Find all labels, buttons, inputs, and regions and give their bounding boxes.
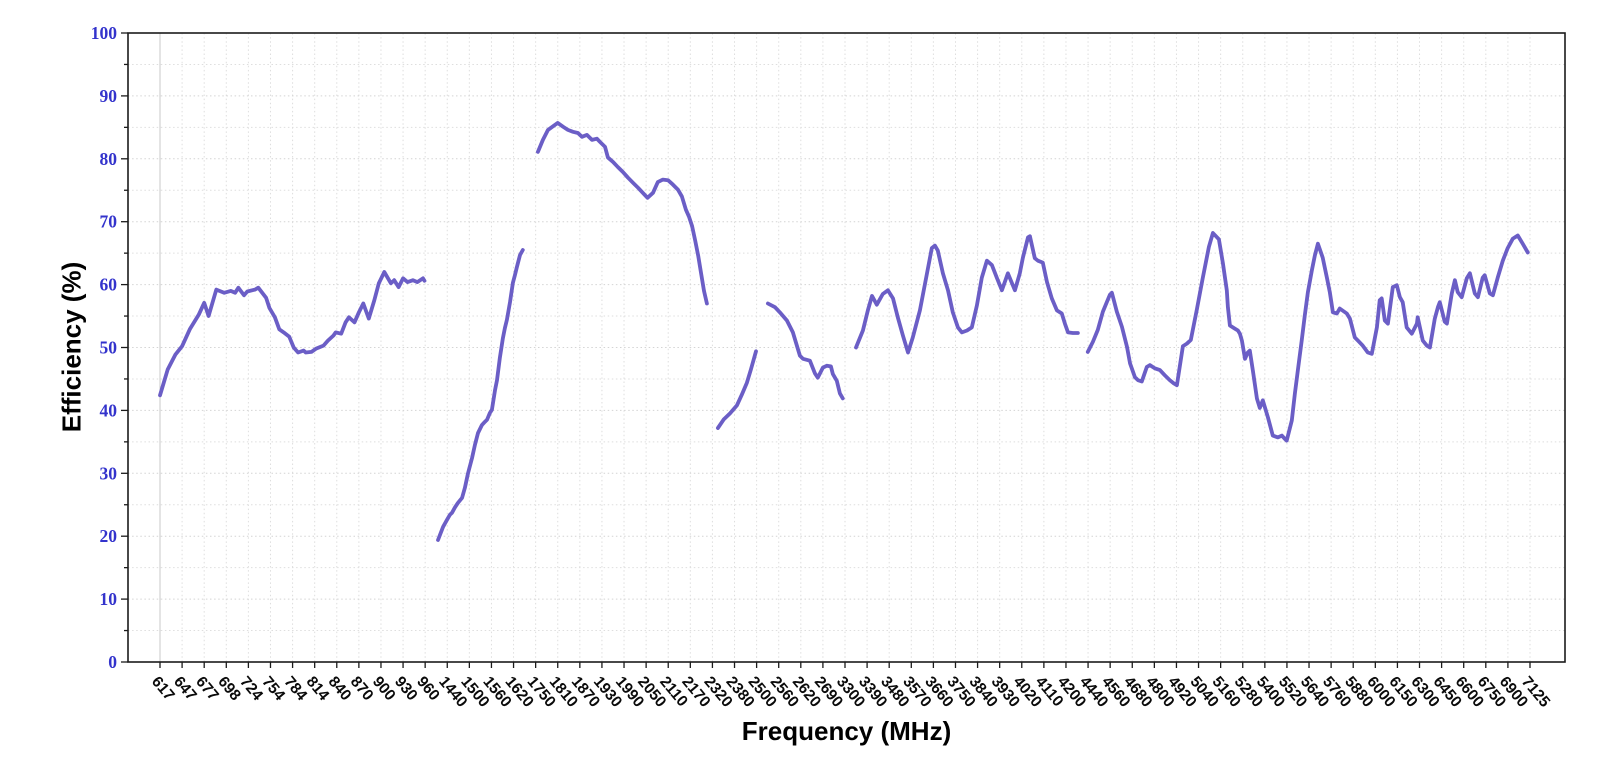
x-tick-label: 960 [413, 673, 443, 704]
x-tick-label: 870 [347, 673, 377, 704]
y-tick-label: 70 [100, 212, 118, 232]
x-axis-title: Frequency (MHz) [741, 716, 952, 746]
x-tick-label: 900 [369, 673, 399, 704]
x-tick-label: 617 [148, 673, 178, 704]
y-tick-label: 40 [100, 400, 118, 420]
y-axis-tick-labels: 0 10 20 30 40 50 60 70 80 90 100 [91, 23, 118, 672]
x-tick-label: 677 [192, 673, 222, 704]
x-axis-tick-labels: 6176476776987247547848148408709009309601… [148, 673, 1553, 711]
x-tick-label: 784 [281, 673, 311, 704]
x-tick-label: 647 [170, 673, 200, 704]
horizontal-gridlines [128, 63, 1565, 632]
x-tick-label: 698 [214, 673, 244, 704]
series-line-segment [536, 121, 709, 306]
y-tick-label: 0 [108, 652, 117, 672]
y-axis-ticks [121, 32, 128, 663]
y-tick-label: 80 [100, 149, 118, 169]
y-tick-label: 100 [91, 23, 118, 43]
vertical-gridlines [159, 33, 1531, 662]
y-tick-label: 30 [100, 463, 118, 483]
series-line-segment [716, 349, 758, 430]
y-tick-label: 10 [100, 589, 118, 609]
series-efficiency [158, 121, 1530, 542]
x-tick-label: 930 [391, 673, 421, 704]
y-tick-label: 90 [100, 86, 118, 106]
series-line-segment [1085, 231, 1530, 443]
series-line-segment [436, 248, 525, 542]
series-line-segment [766, 301, 845, 401]
y-tick-label: 20 [100, 526, 118, 546]
series-line-segment [158, 270, 427, 398]
y-axis-title: Efficiency (%) [56, 261, 87, 433]
x-axis-ticks [159, 662, 1531, 668]
x-tick-label: 814 [303, 673, 333, 704]
x-tick-label: 840 [325, 673, 355, 704]
x-tick-label: 724 [236, 673, 266, 704]
y-tick-label: 50 [100, 338, 118, 358]
series-line-segment [854, 234, 1080, 355]
x-tick-label: 754 [258, 673, 288, 704]
y-tick-label: 60 [100, 275, 118, 295]
